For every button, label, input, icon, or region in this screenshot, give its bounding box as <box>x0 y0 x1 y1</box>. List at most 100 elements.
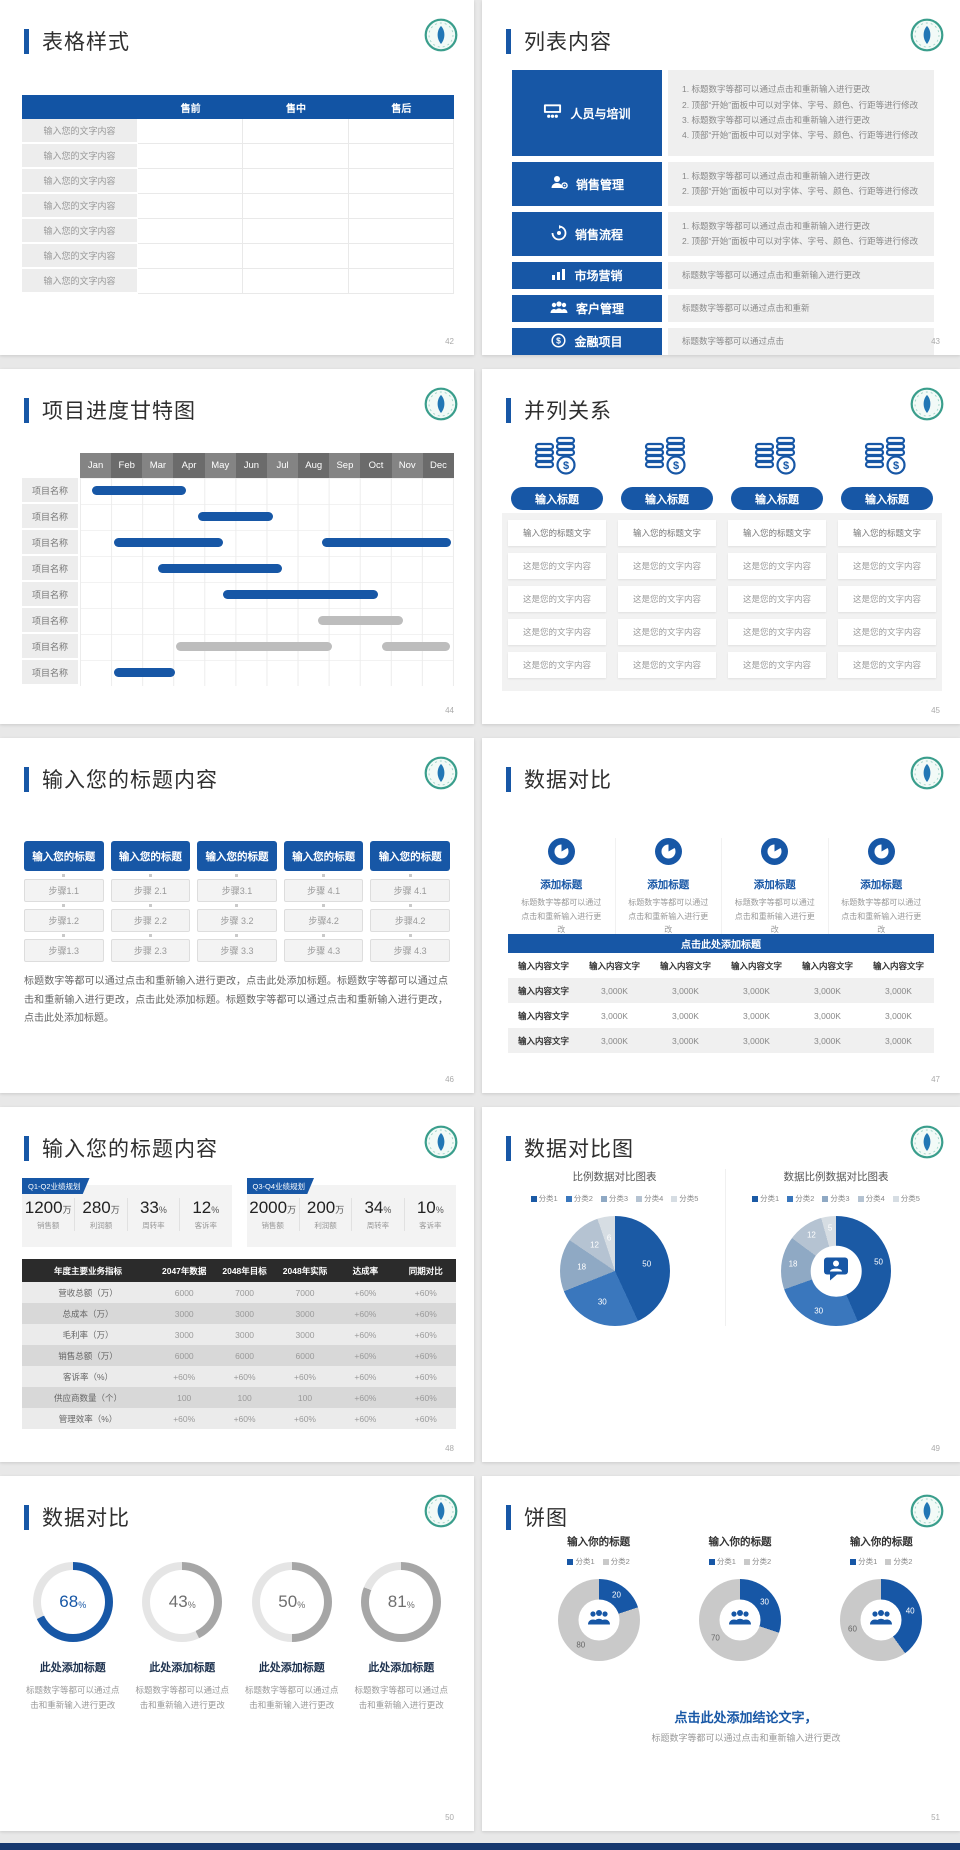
step-columns: 输入您的标题 步骤1.1 步骤1.2 步骤1.3 输入您的标题 步骤 2.1 步骤 2… <box>24 841 450 962</box>
slide-card-43-list-content[interactable]: 列表内容 人员与培训 1. 标题数字等都可以通过点击和重新输入进行更改 2. 顶… <box>482 0 960 355</box>
step-column: 输入您的标题 步骤 4.1 步骤4.2 步骤 4.3 <box>283 841 364 962</box>
step-box: 步骤4.2 <box>370 909 450 932</box>
table-cell: 3,000K <box>885 1035 912 1046</box>
group-tag: Q3-Q4业绩规划 <box>246 1178 315 1194</box>
pie-value-label: 50 <box>642 1259 652 1269</box>
stat-label: 周转率 <box>142 1221 165 1230</box>
step-box: 步骤3.1 <box>197 879 277 902</box>
legend-item: 分类3 <box>822 1193 850 1204</box>
table-cell: 输入内容文字 <box>517 1035 569 1046</box>
legend-label: 分类3 <box>830 1194 850 1203</box>
page-title: 项目进度甘特图 <box>42 400 196 423</box>
stat-value: 1200 <box>24 1198 63 1217</box>
gauge-desc: 标题数字等都可以通过点击和重新输入进行更改 <box>354 1685 448 1711</box>
slide-card-44-gantt[interactable]: 项目进度甘特图 Jan Feb Mar Apr May Jun Jul Aug Sep Oct No… <box>0 369 474 724</box>
gauge-hole <box>40 1570 105 1634</box>
page-title: 列表内容 <box>524 31 612 54</box>
stat: 1200万 销售额 <box>22 1198 74 1231</box>
gauge-desc: 标题数字等都可以通过点击和重新输入进行更改 <box>25 1685 120 1711</box>
month-cell: Jul <box>266 453 299 478</box>
gantt-bar <box>222 590 379 599</box>
slide-card-48-kpi[interactable]: 输入您的标题内容 Q1-Q2业绩规划 1200万 销售额 280万 利润额 <box>0 1107 474 1462</box>
coin-stacks-icon: $ <box>754 435 800 482</box>
legend-item: 分类3 <box>600 1193 628 1204</box>
legend-swatch <box>892 1195 899 1202</box>
slide-card-50-gauges[interactable]: 数据对比 68% 此处添加标题 标题数字等都可以通过点击和重新输入进行更改 43… <box>0 1476 474 1831</box>
svg-text:$: $ <box>563 460 569 472</box>
list-item: 这是您的文字内容 <box>838 619 936 645</box>
gauge-block: 81% 此处添加标题 标题数字等都可以通过点击和重新输入进行更改 <box>347 1562 457 1714</box>
pie-chart: 50 30 18 12 6 <box>559 1216 670 1326</box>
slide-card-42-table-style[interactable]: 表格样式 售前 售中 售后 输入您的文字内容 输入您的文字内容 输入您的文字内容 输入您的… <box>0 0 474 355</box>
gauge-value: 81 <box>387 1592 407 1611</box>
list-item: 输入您的标题文字 <box>618 520 716 546</box>
pie-value-label: 6 <box>606 1233 612 1243</box>
table-cell: +60% <box>294 1413 316 1424</box>
list-item: 这是您的文字内容 <box>618 553 716 579</box>
donut-gauge: 43% <box>142 1562 223 1642</box>
slide-card-51-pie[interactable]: 饼图 输入你的标题 分类1 分类2 20 80 输入你的标题 分类1 分类2 <box>482 1476 960 1831</box>
table-cell: 7000 <box>235 1287 255 1298</box>
gantt-month-header: Jan Feb Mar Apr May Jun Jul Aug Sep Oct Nov Dec <box>80 453 454 478</box>
list-item: 人员与培训 1. 标题数字等都可以通过点击和重新输入进行更改 2. 顶部“开始”… <box>512 70 934 156</box>
legend-swatch <box>708 1558 715 1565</box>
kpi-group: Q1-Q2业绩规划 1200万 销售额 280万 利润额 33% 周转率 <box>22 1178 232 1247</box>
table-row: 输入内容文字 3,000K 3,000K 3,000K 3,000K 3,000K <box>508 1003 934 1028</box>
pie-value-label: 40 <box>905 1606 915 1616</box>
slide-card-49-pie-compare[interactable]: 数据对比图 比例数据对比图表 分类1 分类2 分类3 分类4 分类5 50 30 18 12 6… <box>482 1107 960 1462</box>
month-cell: Apr <box>173 453 205 478</box>
table-cell: 3,000K <box>885 985 912 996</box>
list-item-title: 销售流程 <box>574 227 623 242</box>
slide-card-45-parallel[interactable]: 并列关系 $ 输入标题 输入您的标题文字 这是您的文字内容 这是您的文字内容 这是您的… <box>482 369 960 724</box>
table-cell: 3,000K <box>814 1035 841 1046</box>
table-cell: 输入内容文字 <box>730 960 782 971</box>
column-header: 输入您的标题 <box>110 841 191 871</box>
connector-dot <box>408 874 412 877</box>
pie-chart-icon <box>547 838 575 870</box>
gantt-row-label: 项目名称 <box>22 504 78 528</box>
legend-swatch <box>530 1195 537 1202</box>
table-cell <box>243 269 349 294</box>
steps: 步骤 2.1 步骤 2.2 步骤 2.3 <box>110 872 191 962</box>
kpi-group: Q3-Q4业绩规划 2000万 销售额 200万 利润额 34% 周转率 <box>246 1178 456 1247</box>
list-item: 这是您的文字内容 <box>728 586 826 612</box>
kpi-groups: Q1-Q2业绩规划 1200万 销售额 280万 利润额 33% 周转率 <box>22 1178 456 1247</box>
slide-card-46-steps[interactable]: 输入您的标题内容 输入您的标题 步骤1.1 步骤1.2 步骤1.3 输入您的标题 步… <box>0 738 474 1093</box>
month-cell: Aug <box>298 453 330 478</box>
step-box: 步骤 2.1 <box>110 879 191 902</box>
chart-legend: 分类1 分类2 <box>850 1556 912 1567</box>
list-item-title: 客户管理 <box>575 302 624 316</box>
table-cell: 输入内容文字 <box>517 1010 569 1021</box>
stat-label: 销售额 <box>36 1221 60 1230</box>
table-cell <box>243 244 349 269</box>
month-cell: Jun <box>235 453 267 478</box>
group-tag: Q1-Q2业绩规划 <box>22 1178 90 1194</box>
stat-value: 33 <box>139 1198 159 1217</box>
table-cell <box>243 169 349 194</box>
gauge-hole <box>259 1570 324 1634</box>
page-number: 45 <box>931 706 940 715</box>
stat-unit: % <box>383 1205 392 1215</box>
month-cell: Dec <box>422 453 454 478</box>
pie-value-label: 12 <box>806 1230 816 1240</box>
table-cell: 输入您的文字内容 <box>22 119 138 144</box>
slide-card-47-data-compare[interactable]: 数据对比 添加标题 标题数字等都可以通过点击和重新输入进行更改 添加标题 标题数… <box>482 738 960 1093</box>
table-cell: +60% <box>354 1308 377 1319</box>
legend-label: 分类2 <box>751 1557 772 1566</box>
connector-dot <box>62 904 66 907</box>
list-item: 这是您的文字内容 <box>728 553 826 579</box>
pie-chart-icon <box>761 838 789 870</box>
table-cell <box>243 119 349 144</box>
person-gear-icon <box>550 175 568 193</box>
step-column: 输入您的标题 步骤 4.1 步骤4.2 步骤 4.3 <box>370 841 450 962</box>
title-accent-bar <box>506 28 511 54</box>
table-cell <box>348 269 454 294</box>
donut-block: 输入你的标题 分类1 分类2 20 80 <box>528 1534 669 1661</box>
table-row: 客诉率（%） +60% +60% +60% +60% +60% <box>22 1366 456 1387</box>
pie-value-label: 50 <box>874 1257 883 1267</box>
list-item-label: 销售管理 <box>512 162 662 206</box>
legend-swatch <box>600 1195 607 1202</box>
table-row: 供应商数量（个） 100 100 100 +60% +60% <box>22 1387 456 1408</box>
pie-value-label: 20 <box>612 1590 621 1600</box>
table-cell: 3000 <box>174 1329 194 1340</box>
